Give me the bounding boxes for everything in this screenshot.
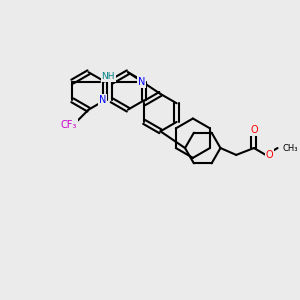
Text: N: N xyxy=(99,95,106,105)
Text: O: O xyxy=(250,125,258,135)
Text: CH₃: CH₃ xyxy=(283,143,298,152)
Text: N: N xyxy=(137,76,145,87)
Text: O: O xyxy=(266,150,274,160)
Text: NH: NH xyxy=(101,72,115,81)
Text: CF₃: CF₃ xyxy=(61,120,77,130)
